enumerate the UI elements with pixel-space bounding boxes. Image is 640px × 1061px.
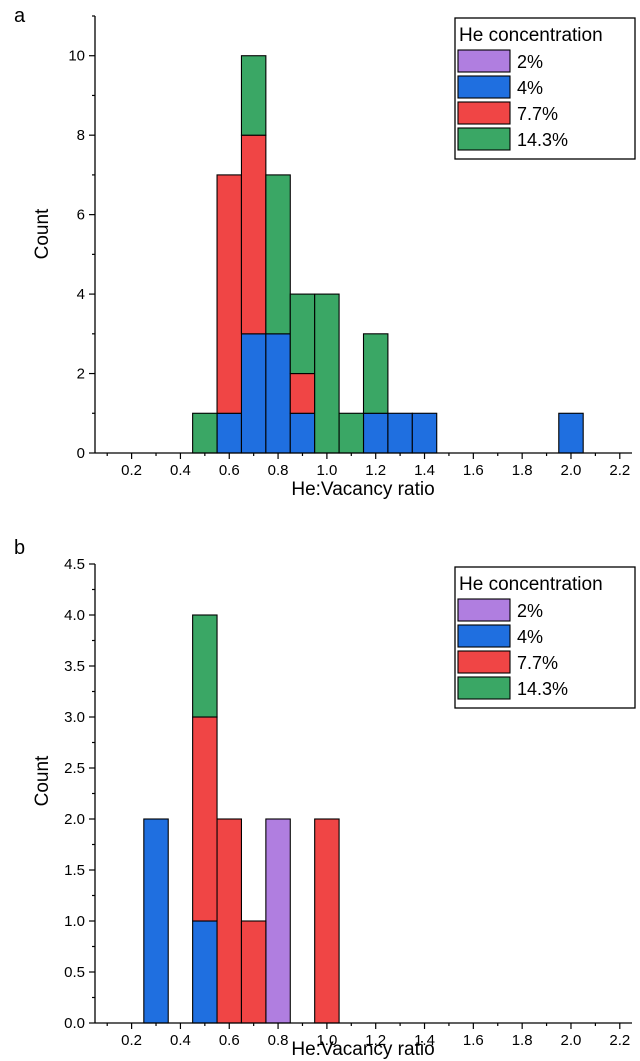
x-tick-label: 2.0 — [561, 1032, 582, 1049]
y-tick-label: 1.0 — [64, 913, 85, 930]
bar-4pct-x0.5 — [192, 920, 218, 1024]
x-tick-label: 1.6 — [463, 1032, 484, 1049]
legend-swatch — [457, 650, 511, 674]
bar-2pct-x0.8 — [265, 818, 291, 1024]
legend-label: 4% — [517, 78, 543, 98]
bar-4pct-x0.8 — [265, 333, 291, 454]
y-tick-label: 0 — [77, 445, 85, 462]
y-tick-label: 4.5 — [64, 556, 85, 573]
legend: He concentration 2% 4% 7.7% 14.3% — [454, 17, 636, 160]
x-tick-label: 0.4 — [170, 1032, 191, 1049]
x-tick-label: 0.8 — [268, 1032, 289, 1049]
y-tick-label: 2.5 — [64, 760, 85, 777]
x-tick-label: 0.6 — [219, 462, 240, 479]
y-tick-label: 3.0 — [64, 709, 85, 726]
x-tick-label: 1.0 — [316, 462, 337, 479]
bar-4pct-x2 — [558, 412, 584, 454]
bar-4pct-x1.3 — [387, 412, 413, 454]
panel-label: b — [14, 537, 25, 559]
y-axis-title: Count — [32, 755, 53, 806]
bar-7p7pct-x0.6 — [216, 818, 243, 1024]
x-tick-label: 1.8 — [512, 1032, 533, 1049]
legend-swatch — [457, 598, 511, 622]
bar-4pct-x0.6 — [216, 412, 243, 454]
bar-7p7pct-x0.7 — [240, 134, 267, 335]
legend-title: He concentration — [459, 25, 603, 46]
x-tick-label: 1.6 — [463, 462, 484, 479]
y-tick-label: 10 — [68, 48, 85, 65]
legend: He concentration 2% 4% 7.7% 14.3% — [454, 566, 636, 709]
legend-label: 14.3% — [517, 130, 568, 150]
legend-label: 2% — [517, 601, 543, 621]
bar-4pct-x1.2 — [362, 412, 389, 454]
x-tick-label: 0.8 — [268, 462, 289, 479]
x-axis-title: He:Vacancy ratio — [291, 1039, 434, 1060]
x-tick-label: 2.2 — [609, 462, 630, 479]
panel-label: a — [14, 5, 26, 27]
bar-14p3pct-x0.9 — [289, 293, 316, 375]
bar-7p7pct-x0.7 — [240, 920, 267, 1024]
x-tick-label: 0.4 — [170, 462, 191, 479]
y-axis-title: Count — [32, 208, 53, 259]
y-tick-label: 8 — [77, 127, 85, 144]
bar-7p7pct-x0.9 — [289, 372, 316, 414]
y-tick-label: 0.5 — [64, 964, 85, 981]
x-tick-label: 1.4 — [414, 462, 435, 479]
bar-14p3pct-x1 — [314, 293, 340, 454]
legend-swatch — [457, 49, 511, 73]
y-tick-label: 6 — [77, 207, 85, 224]
bar-14p3pct-x0.8 — [265, 174, 291, 335]
legend-swatch — [457, 676, 511, 700]
bar-14p3pct-x1.1 — [338, 412, 365, 454]
legend-label: 4% — [517, 627, 543, 647]
bar-14p3pct-x0.5 — [192, 614, 218, 718]
x-tick-label: 0.2 — [121, 1032, 142, 1049]
bar-4pct-x0.9 — [289, 412, 316, 454]
legend-label: 14.3% — [517, 679, 568, 699]
x-tick-label: 1.8 — [512, 462, 533, 479]
legend-label: 7.7% — [517, 104, 558, 124]
x-tick-label: 2.0 — [561, 462, 582, 479]
y-tick-label: 2 — [77, 366, 85, 383]
chart-panel-a: 0 2 4 6 8 10 0.2 0.4 0.6 0.8 1.0 1.2 1.4 1.6 1.8 2.0 2.2… — [14, 5, 636, 500]
bar-14p3pct-x1.2 — [362, 333, 389, 414]
legend-swatch — [457, 127, 511, 151]
legend-label: 7.7% — [517, 653, 558, 673]
bar-4pct-x0.7 — [240, 333, 267, 454]
chart-panel-b: 0.0 0.5 1.0 1.5 2.0 2.5 3.0 3.5 4.0 4.5 0.2 0.4 0.6 0… — [14, 537, 636, 1060]
x-tick-label: 1.0 — [316, 1032, 337, 1049]
x-tick-label: 2.2 — [609, 1032, 630, 1049]
x-tick-label: 1.2 — [365, 1032, 386, 1049]
legend-swatch — [457, 101, 511, 125]
x-tick-label: 0.6 — [219, 1032, 240, 1049]
bar-7p7pct-x1 — [314, 818, 340, 1024]
x-tick-label: 0.2 — [121, 462, 142, 479]
y-tick-label: 4.0 — [64, 607, 85, 624]
bar-7p7pct-x0.5 — [192, 716, 218, 922]
bar-4pct-x0.3 — [143, 818, 169, 1024]
bar-14p3pct-x0.5 — [192, 412, 218, 454]
bar-7p7pct-x0.6 — [216, 174, 243, 414]
y-tick-label: 2.0 — [64, 811, 85, 828]
legend-swatch — [457, 624, 511, 648]
legend-swatch — [457, 75, 511, 99]
y-tick-label: 1.5 — [64, 862, 85, 879]
bar-4pct-x1.4 — [411, 412, 438, 454]
x-tick-label: 1.4 — [414, 1032, 435, 1049]
y-tick-label: 4 — [77, 286, 85, 303]
legend-title: He concentration — [459, 574, 603, 595]
y-tick-label: 3.5 — [64, 658, 85, 675]
bar-14p3pct-x0.7 — [240, 55, 267, 136]
x-axis-title: He:Vacancy ratio — [291, 479, 434, 500]
y-tick-label: 0.0 — [64, 1015, 85, 1032]
x-tick-label: 1.2 — [365, 462, 386, 479]
legend-label: 2% — [517, 52, 543, 72]
